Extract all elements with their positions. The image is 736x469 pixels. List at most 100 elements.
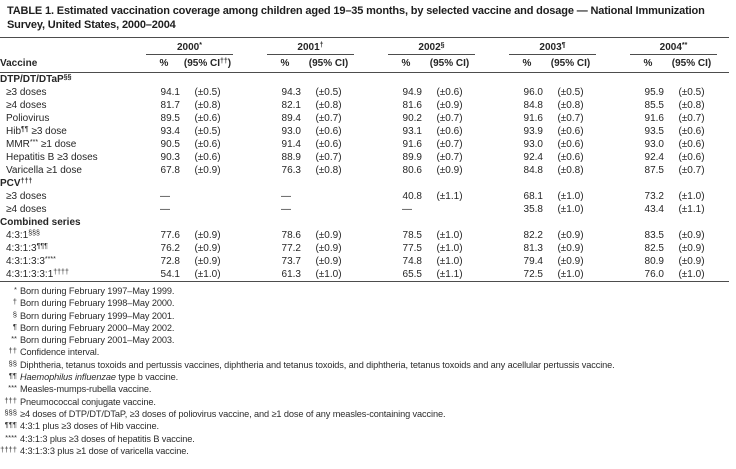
footnote-text: ≥4 doses of DTP/DT/DTaP, ≥3 doses of pol… (20, 408, 446, 419)
value-cell-group: — (267, 190, 354, 203)
percent-value: 93.9 (523, 126, 543, 137)
ci-value: (±0.6) (194, 139, 221, 150)
percent-column-header: % (522, 58, 532, 69)
percent-value: — (402, 204, 412, 215)
ci-value: (±1.0) (315, 269, 342, 280)
ci-value: (±0.9) (315, 243, 342, 254)
ci-value: (±0.9) (678, 230, 705, 241)
row-label: 4:3:1:3:3:1†††† (6, 269, 69, 280)
value-cell-group: — (388, 203, 475, 216)
percent-value: 93.0 (644, 139, 664, 150)
percent-value: 80.6 (402, 165, 422, 176)
percent-value: 93.1 (402, 126, 422, 137)
ci-column-header: (95% CI) (308, 58, 349, 69)
value-cell-group: 91.6 (±0.7) (630, 112, 717, 125)
percent-value: 91.6 (402, 139, 422, 150)
year-row-spacer (0, 42, 112, 55)
ci-value: (±0.9) (194, 165, 221, 176)
year-label: 2002§ (418, 42, 445, 53)
percent-value: 91.4 (281, 139, 301, 150)
footnote: §§§ ≥4 doses of DTP/DT/DTaP, ≥3 doses of … (0, 408, 733, 420)
footnote-marker: §§§ (4, 407, 17, 417)
percent-value: 68.1 (523, 191, 543, 202)
row-label: 4:3:1:3:3**** (6, 256, 56, 267)
column-header-row: Vaccine % (95% CI††)% (95% CI)% (95% CI)% (9… (0, 55, 729, 72)
year-column-header: 2004** (630, 42, 717, 55)
percent-value: 76.3 (281, 165, 301, 176)
ci-value: (±0.6) (678, 126, 705, 137)
value-cell-group: 93.0 (±0.6) (630, 138, 717, 151)
ci-value: (±1.0) (436, 243, 463, 254)
footnote-text: Measles-mumps-rubella vaccine. (20, 384, 152, 395)
value-cell-group: 79.4 (±0.9) (509, 255, 596, 268)
ci-value: (±0.9) (194, 230, 221, 241)
percent-value: 73.7 (281, 256, 301, 267)
year-column-header: 2002§ (388, 42, 475, 55)
ci-value: (±0.7) (315, 152, 342, 163)
percent-value: 72.5 (523, 269, 543, 280)
footnote: ¶ Born during February 2000–May 2002. (0, 322, 733, 334)
percent-value: 40.8 (402, 191, 422, 202)
ci-value: (±1.0) (557, 204, 584, 215)
value-cell-group: 94.9 (±0.6) (388, 86, 475, 99)
ci-value: (±1.0) (436, 256, 463, 267)
footnote-marker: **** (5, 432, 17, 442)
footnote: *** Measles-mumps-rubella vaccine. (0, 383, 733, 395)
percent-value: 81.6 (402, 100, 422, 111)
footnote-marker: † (12, 297, 17, 307)
ci-value: (±0.8) (315, 100, 342, 111)
value-cell-group: 89.5 (±0.6) (146, 112, 233, 125)
percent-value: 81.3 (523, 243, 543, 254)
value-cell-group: 81.6 (±0.9) (388, 99, 475, 112)
value-cell-group: 92.4 (±0.6) (630, 151, 717, 164)
percent-value: 90.2 (402, 113, 422, 124)
ci-column-header: (95% CI††) (183, 58, 232, 69)
percent-value: 77.6 (160, 230, 180, 241)
value-cell-group: 78.5 (±1.0) (388, 229, 475, 242)
percent-value: 95.9 (644, 87, 664, 98)
ci-value: (±0.5) (557, 87, 584, 98)
value-cell-group: 81.7 (±0.8) (146, 99, 233, 112)
year-label: 2001† (297, 42, 324, 53)
ci-value: (±1.1) (678, 204, 705, 215)
value-cell-group: 82.5 (±0.9) (630, 242, 717, 255)
value-cell-group: 87.5 (±0.7) (630, 164, 717, 177)
row-label: Poliovirus (6, 113, 50, 124)
percent-value: 74.8 (402, 256, 422, 267)
value-cell-group: 94.1 (±0.5) (146, 86, 233, 99)
value-cell-group: 94.3 (±0.5) (267, 86, 354, 99)
value-cell-group: 95.9 (±0.5) (630, 86, 717, 99)
ci-value: (±0.9) (436, 100, 463, 111)
row-label: Combined series (0, 217, 81, 228)
footnote-marker: ¶¶¶ (36, 243, 48, 250)
ci-value: (±0.8) (557, 100, 584, 111)
value-cell-group: 84.8 (±0.8) (509, 99, 596, 112)
vaccination-coverage-table: 2000* 2001† 2002§ 2003¶ 2004** Vaccine % (95%… (0, 37, 736, 282)
table-row: Poliovirus 89.5 (±0.6) 89.4 (±0.7) 90.2 (±0.7)… (0, 112, 729, 125)
subheader-group: % (95% CI) (630, 58, 717, 69)
row-label: PCV††† (0, 178, 33, 189)
footnote-marker: **** (44, 256, 56, 263)
ci-value: (±0.9) (194, 243, 221, 254)
footnote: * Born during February 1997–May 1999. (0, 285, 733, 297)
ci-value: (±0.8) (557, 165, 584, 176)
footnote: †††† 4:3:1:3:3 plus ≥1 dose of varicella … (0, 445, 733, 457)
ci-column-header: (95% CI) (671, 58, 712, 69)
value-cell-group: 93.4 (±0.5) (146, 125, 233, 138)
percent-column-header: % (280, 58, 290, 69)
ci-value (182, 190, 233, 203)
footnote: § Born during February 1999–May 2001. (0, 310, 733, 322)
ci-column-header: (95% CI) (429, 58, 470, 69)
table-row: 4:3:1:3¶¶¶ 76.2 (±0.9) 77.2 (±0.9) 77.5 (±1.0)… (0, 242, 729, 255)
percent-value: 77.5 (402, 243, 422, 254)
percent-value: 35.8 (523, 204, 543, 215)
percent-value: 85.5 (644, 100, 664, 111)
value-cell-group: 93.5 (±0.6) (630, 125, 717, 138)
row-label: MMR*** ≥1 dose (6, 139, 77, 150)
footnote-text: 4:3:1:3:3 plus ≥1 dose of varicella vacc… (20, 445, 189, 456)
footnote-text: Haemophilus influenzae type b vaccine. (20, 372, 179, 383)
ci-column-header: (95% CI) (550, 58, 591, 69)
percent-value: 78.5 (402, 230, 422, 241)
ci-value: (±0.8) (194, 100, 221, 111)
value-cell-group: 90.3 (±0.6) (146, 151, 233, 164)
